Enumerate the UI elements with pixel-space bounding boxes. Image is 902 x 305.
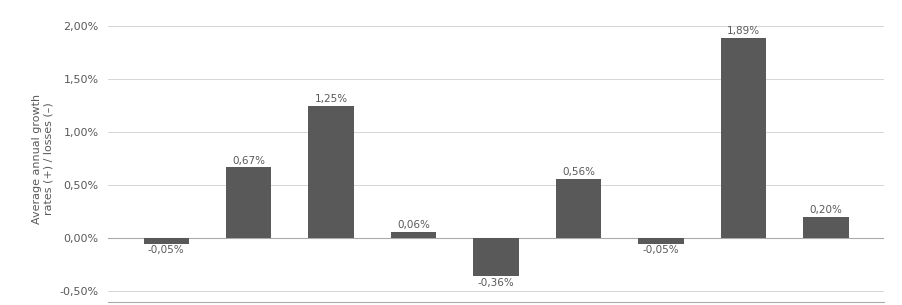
Y-axis label: Average annual growth
rates (+) / losses (–): Average annual growth rates (+) / losses… bbox=[32, 94, 54, 224]
Text: 0,56%: 0,56% bbox=[562, 167, 595, 177]
Text: -0,36%: -0,36% bbox=[478, 278, 514, 288]
Bar bbox=[556, 179, 602, 238]
Text: 0,67%: 0,67% bbox=[232, 156, 265, 166]
Text: 0,20%: 0,20% bbox=[810, 205, 842, 215]
Text: -0,05%: -0,05% bbox=[643, 245, 679, 255]
Text: 0,06%: 0,06% bbox=[397, 220, 430, 230]
Bar bbox=[391, 232, 437, 238]
Bar bbox=[721, 38, 766, 238]
Text: 1,25%: 1,25% bbox=[315, 94, 347, 104]
Bar bbox=[308, 106, 354, 238]
Text: 1,89%: 1,89% bbox=[727, 26, 760, 36]
Bar bbox=[226, 167, 272, 238]
Bar bbox=[143, 238, 189, 244]
Bar bbox=[804, 217, 849, 238]
Text: -0,05%: -0,05% bbox=[148, 245, 185, 255]
Bar bbox=[639, 238, 684, 244]
Bar bbox=[474, 238, 519, 276]
